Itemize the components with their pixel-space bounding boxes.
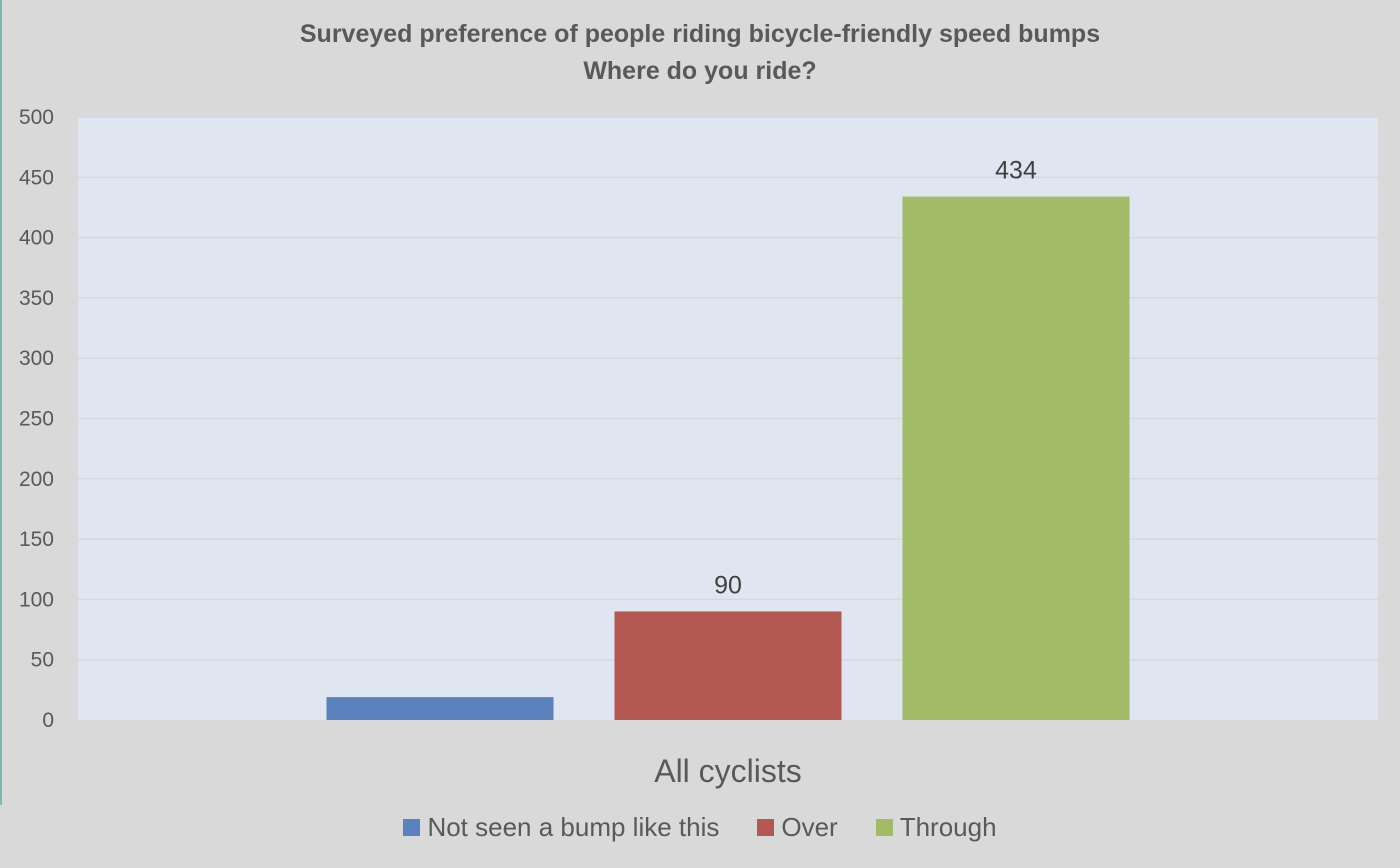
y-tick-label: 450 [19, 166, 54, 189]
chart-title: Surveyed preference of people riding bic… [299, 20, 1101, 48]
chart-subtitle: Where do you ride? [583, 57, 817, 85]
y-tick-label: 50 [31, 649, 54, 672]
legend-swatch-through [875, 819, 893, 836]
chart-legend: Not seen a bump like this Over Through [0, 812, 1400, 843]
y-tick-label: 300 [19, 347, 54, 370]
legend-item-through: Through [875, 812, 997, 843]
x-category-label: All cyclists [654, 753, 802, 789]
data-label: 434 [995, 157, 1037, 185]
legend-item-over: Over [757, 812, 838, 843]
legend-item-not-seen: Not seen a bump like this [403, 812, 719, 843]
y-tick-label: 400 [19, 227, 54, 250]
y-tick-label: 250 [19, 408, 54, 431]
data-label: 90 [714, 571, 742, 599]
bar [326, 697, 554, 720]
legend-swatch-over [757, 819, 775, 836]
y-tick-label: 350 [19, 287, 54, 310]
y-tick-label: 0 [42, 709, 54, 732]
left-edge-line [0, 0, 2, 805]
bar [614, 611, 842, 720]
y-tick-label: 500 [19, 106, 54, 129]
bar [902, 196, 1130, 720]
legend-swatch-not-seen [403, 819, 421, 836]
y-tick-label: 200 [19, 468, 54, 491]
chart-title-block: Surveyed preference of people riding bic… [0, 16, 1400, 90]
legend-label-through: Through [899, 812, 997, 842]
legend-label-not-seen: Not seen a bump like this [427, 812, 720, 842]
y-tick-label: 100 [19, 588, 54, 611]
legend-label-over: Over [781, 812, 838, 842]
y-tick-label: 150 [19, 528, 54, 551]
